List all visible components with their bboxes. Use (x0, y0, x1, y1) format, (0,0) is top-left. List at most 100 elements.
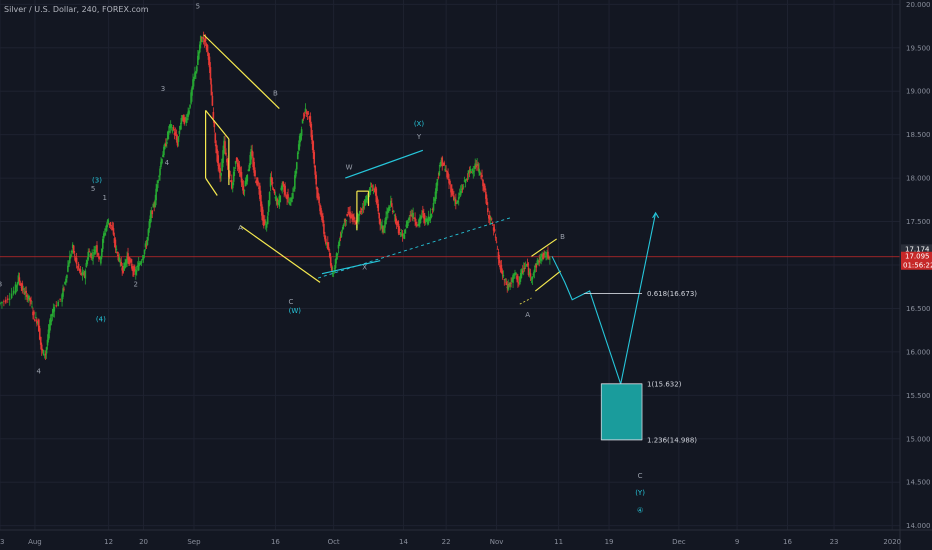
candle-body (341, 229, 344, 231)
candle-body (25, 290, 27, 293)
candle-body (78, 268, 81, 272)
chart-title: Silver / U.S. Dollar, 240, FOREX.com (4, 5, 149, 14)
candle-body (322, 215, 324, 223)
teal-dashed-channel (317, 216, 513, 279)
candle-body (230, 180, 233, 189)
candle-body (164, 144, 166, 149)
candle-body (433, 198, 436, 202)
candle-body (474, 163, 477, 169)
candle-body (92, 257, 94, 259)
candle-body (48, 324, 51, 333)
candle-body (67, 265, 69, 272)
candle-body (430, 214, 433, 218)
candle-body (215, 144, 218, 154)
candle-body (140, 260, 143, 264)
candle-body (518, 282, 520, 284)
candle-body (223, 140, 225, 154)
candle-body (290, 197, 292, 201)
candle-body (76, 266, 79, 268)
candle-body (180, 117, 183, 124)
candle-body (155, 188, 157, 201)
candle-body (461, 187, 464, 189)
candle-body (110, 225, 113, 227)
candle-body (333, 268, 336, 270)
candle-body (462, 186, 465, 188)
wave-label-degree: (3) (92, 176, 102, 184)
candle-body (530, 278, 533, 280)
candle-body (481, 174, 483, 178)
candle-body (150, 211, 153, 218)
candle-body (348, 212, 350, 214)
candle-body (300, 129, 303, 136)
candle-body (82, 272, 85, 275)
candle-body (32, 311, 34, 316)
candle-body (49, 318, 52, 326)
candle-body (178, 130, 181, 134)
candle-body (35, 317, 37, 318)
candle-body (98, 256, 100, 259)
candle-body (542, 254, 544, 260)
candle-body (410, 213, 413, 215)
candle-body (277, 201, 280, 204)
y-tick-label: 14.500 (906, 479, 931, 487)
candle-body (208, 56, 211, 68)
candle-body (370, 186, 373, 188)
candle-body (100, 256, 102, 264)
candle-body (342, 225, 345, 230)
candle-body (498, 259, 501, 263)
candle-body (327, 247, 330, 251)
candle-body (165, 143, 167, 147)
candle-body (79, 269, 82, 272)
candle-body (88, 251, 91, 253)
candle-body (243, 190, 246, 192)
candle-body (284, 185, 286, 195)
candle-body (412, 212, 414, 218)
candle-body (422, 210, 424, 213)
candle-body (302, 118, 305, 120)
candle-body (273, 189, 276, 194)
arrow-head (652, 211, 660, 219)
candle-body (464, 179, 467, 183)
candle-body (146, 236, 149, 246)
candle-body (378, 213, 381, 219)
candle-body (207, 53, 210, 60)
candle-body (509, 282, 511, 287)
y-tick-label: 16.500 (906, 305, 931, 313)
candle-body (143, 249, 146, 255)
candle-body (365, 196, 368, 200)
candle-body (267, 200, 270, 212)
candle-body (315, 174, 317, 185)
candle-body (221, 158, 223, 172)
candle-body (157, 180, 159, 184)
candle-body (38, 328, 41, 340)
candle-body (134, 269, 136, 271)
candle-body (513, 274, 515, 276)
candle-body (349, 211, 351, 218)
candle-body (527, 267, 530, 275)
candle-body (411, 214, 413, 217)
candle-body (246, 174, 249, 182)
candle-body (231, 182, 234, 189)
candle-body (326, 242, 328, 245)
candle-body (457, 197, 460, 200)
candle-body (135, 270, 138, 272)
candle-body (321, 213, 323, 221)
candle-body (247, 169, 250, 171)
candle-body (511, 279, 513, 283)
candle-body (70, 250, 73, 253)
candle-body (256, 177, 258, 186)
candle-body (482, 179, 484, 187)
candle-body (292, 193, 294, 199)
y-tick-label: 18.000 (906, 175, 931, 183)
candle-body (543, 252, 545, 256)
candle-body (444, 168, 446, 171)
candle-body (5, 299, 7, 303)
candle-body (399, 233, 402, 235)
candle-body (248, 165, 251, 171)
candle-body (490, 218, 493, 220)
candle-body (402, 234, 405, 236)
candle-body (149, 215, 152, 224)
